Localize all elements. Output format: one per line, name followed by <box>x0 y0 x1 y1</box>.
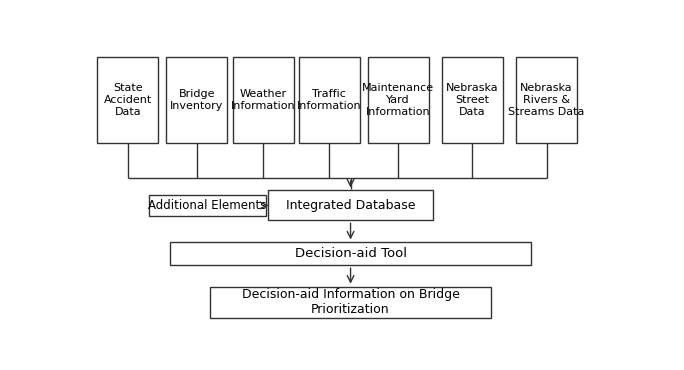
Bar <box>516 57 577 143</box>
Bar <box>233 57 293 143</box>
Bar <box>442 57 503 143</box>
Text: Maintenance
Yard
Information: Maintenance Yard Information <box>363 83 434 117</box>
Text: Integrated Database: Integrated Database <box>286 199 415 212</box>
Bar <box>368 57 429 143</box>
Bar <box>268 191 433 220</box>
Text: Nebraska
Street
Data: Nebraska Street Data <box>446 83 499 117</box>
Text: State
Accident
Data: State Accident Data <box>104 83 152 117</box>
Text: Nebraska
Rivers &
Streams Data: Nebraska Rivers & Streams Data <box>508 83 585 117</box>
Bar <box>166 57 227 143</box>
Bar <box>170 242 531 265</box>
Bar <box>149 195 265 216</box>
Text: Additional Elements: Additional Elements <box>148 199 267 212</box>
Text: Decision-aid Information on Bridge
Prioritization: Decision-aid Information on Bridge Prior… <box>241 288 460 316</box>
Bar <box>299 57 360 143</box>
Text: Weather
Information: Weather Information <box>231 89 295 111</box>
Text: Decision-aid Tool: Decision-aid Tool <box>295 247 406 260</box>
Bar <box>210 286 491 318</box>
Text: Bridge
Inventory: Bridge Inventory <box>170 89 224 111</box>
Bar <box>97 57 159 143</box>
Text: Traffic
Information: Traffic Information <box>297 89 362 111</box>
